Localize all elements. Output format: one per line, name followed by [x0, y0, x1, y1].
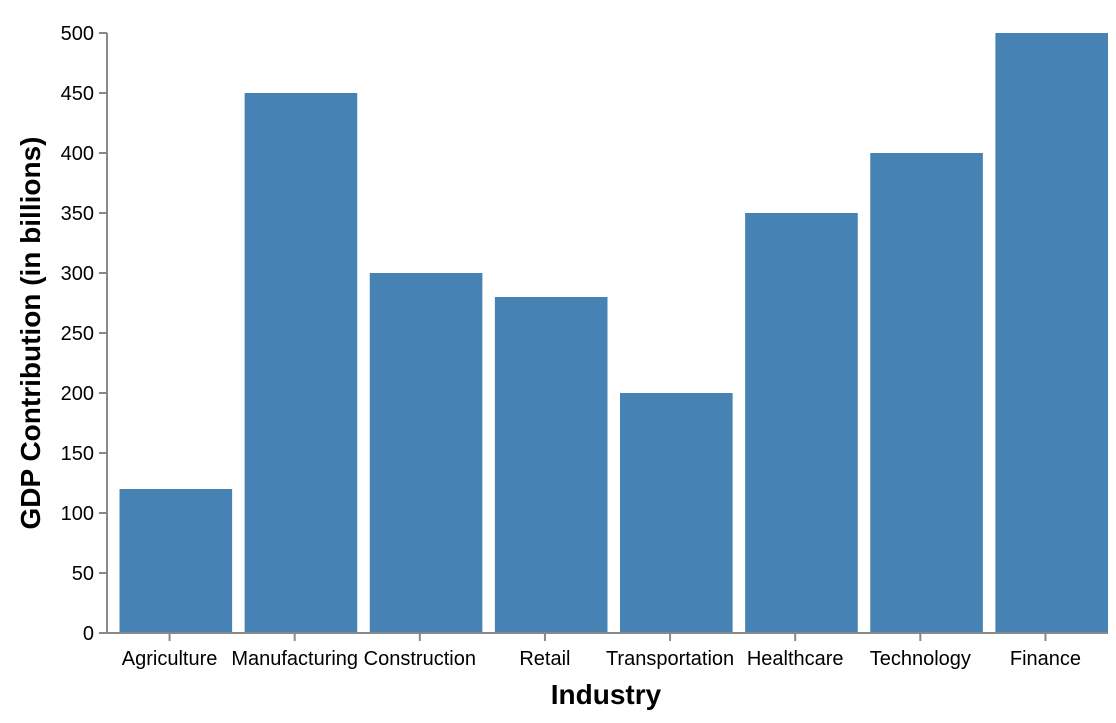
x-tick-label: Manufacturing — [231, 648, 358, 670]
y-tick-label: 200 — [61, 383, 94, 405]
y-tick-label: 150 — [61, 443, 94, 465]
x-tick-label: Construction — [364, 648, 476, 670]
x-axis-ticks: Agriculture Manufacturing Construction Reta… — [122, 633, 1081, 670]
bars-group — [119, 33, 1108, 633]
x-tick-label: Healthcare — [747, 648, 844, 670]
x-axis-title: Industry — [551, 679, 662, 710]
bar-construction — [369, 273, 483, 633]
bar-manufacturing — [244, 93, 358, 633]
bar-agriculture — [119, 489, 233, 633]
bar-healthcare — [745, 213, 858, 633]
y-tick-label: 0 — [83, 623, 94, 645]
x-tick-label: Retail — [519, 648, 570, 670]
y-tick-label: 50 — [72, 563, 94, 585]
bar-finance — [995, 33, 1108, 633]
y-tick-label: 350 — [61, 203, 94, 225]
y-tick-label: 250 — [61, 323, 94, 345]
y-tick-label: 450 — [61, 83, 94, 105]
y-tick-label: 300 — [61, 263, 94, 285]
bar-technology — [870, 153, 983, 633]
x-tick-label: Agriculture — [122, 648, 218, 670]
bar-retail — [494, 297, 608, 633]
y-tick-label: 400 — [61, 143, 94, 165]
x-tick-label: Finance — [1010, 648, 1081, 670]
x-tick-label: Transportation — [606, 648, 734, 670]
y-tick-label: 500 — [61, 23, 94, 45]
x-tick-label: Technology — [870, 648, 971, 670]
y-tick-label: 100 — [61, 503, 94, 525]
y-axis-title: GDP Contribution (in billions) — [15, 137, 46, 530]
bar-transportation — [620, 393, 733, 633]
y-axis-ticks: 0 50 100 150 200 250 300 350 400 450 500 — [61, 23, 107, 645]
